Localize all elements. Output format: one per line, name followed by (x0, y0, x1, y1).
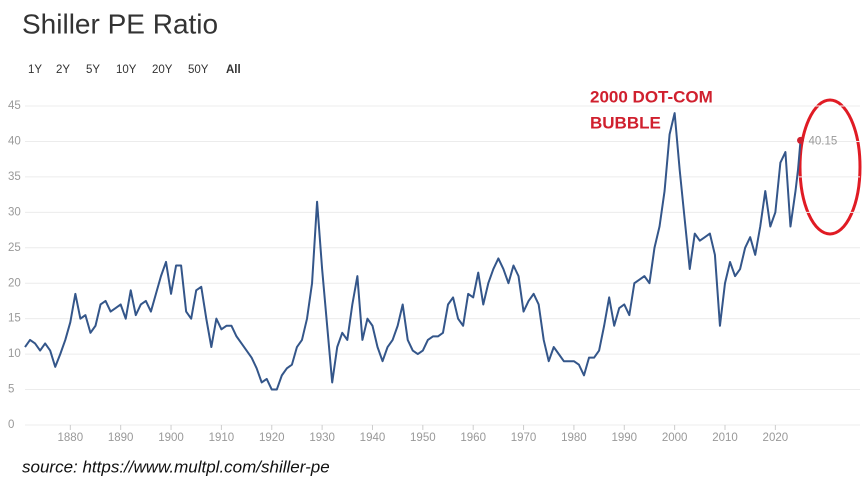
x-tick-label: 2020 (763, 432, 789, 444)
last-value-label: 40.15 (809, 135, 838, 147)
y-tick-label: 30 (8, 206, 21, 218)
range-button[interactable]: 2Y (56, 64, 70, 76)
range-button[interactable]: 20Y (152, 64, 173, 76)
x-tick-label: 1880 (58, 432, 84, 444)
y-tick-label: 45 (8, 100, 21, 112)
x-tick-label: 1930 (309, 432, 335, 444)
x-tick-label: 1960 (460, 432, 486, 444)
x-tick-label: 1970 (511, 432, 537, 444)
range-button[interactable]: 10Y (116, 64, 137, 76)
y-tick-label: 5 (8, 384, 14, 396)
y-tick-label: 15 (8, 313, 21, 325)
annotation-line: 2000 DOT-COM (590, 87, 713, 106)
y-tick-label: 25 (8, 242, 21, 254)
range-button[interactable]: 50Y (188, 64, 209, 76)
y-tick-label: 40 (8, 135, 21, 147)
x-tick-label: 1950 (410, 432, 436, 444)
y-tick-label: 20 (8, 277, 21, 289)
y-tick-label: 35 (8, 171, 21, 183)
chart-title: Shiller PE Ratio (22, 8, 218, 39)
series-line (24, 112, 802, 391)
x-tick-label: 1900 (158, 432, 184, 444)
x-tick-label: 2010 (712, 432, 738, 444)
x-tick-label: 1910 (209, 432, 235, 444)
x-tick-label: 1990 (611, 432, 637, 444)
y-tick-label: 10 (8, 348, 21, 360)
x-tick-label: 1890 (108, 432, 134, 444)
annotation-line: BUBBLE (590, 113, 661, 132)
x-tick-label: 2000 (662, 432, 688, 444)
range-selector: 1Y 2Y 5Y 10Y 20Y 50Y All (28, 64, 241, 76)
range-button[interactable]: 1Y (28, 64, 42, 76)
x-tick-label: 1980 (561, 432, 587, 444)
y-tick-label: 0 (8, 419, 14, 431)
last-point (797, 136, 805, 144)
range-button[interactable]: All (226, 64, 241, 76)
highlight-ellipse (798, 98, 862, 236)
x-tick-label: 1940 (360, 432, 386, 444)
range-button[interactable]: 5Y (86, 64, 100, 76)
source-note: source: https://www.multpl.com/shiller-p… (22, 457, 330, 476)
x-tick-label: 1920 (259, 432, 285, 444)
